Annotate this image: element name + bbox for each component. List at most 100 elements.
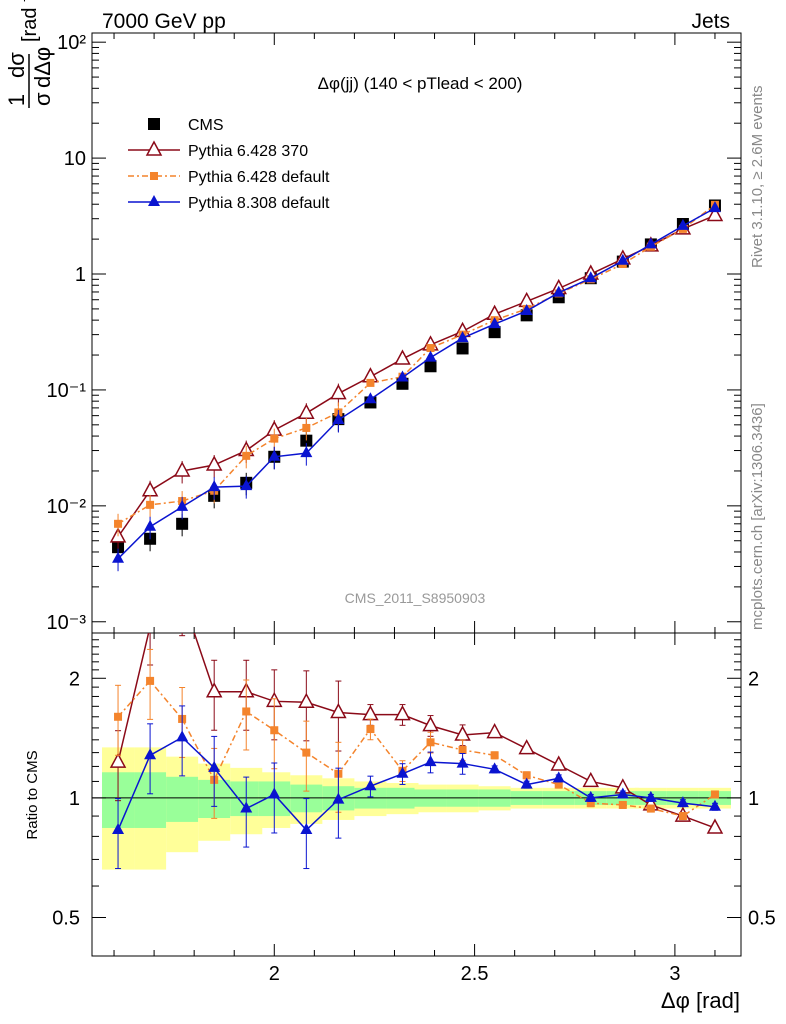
ratio-point (458, 745, 467, 754)
series-line-2 (117, 204, 716, 525)
ratio-line-1 (117, 679, 716, 817)
x-tick-label: 2 (269, 963, 280, 985)
y-tick-label: 10² (57, 32, 86, 54)
data-point (173, 461, 191, 477)
legend-label-pythia8: Pythia 8.308 default (188, 195, 330, 212)
series-0 (112, 199, 721, 560)
header-left: 7000 GeV pp (102, 10, 226, 33)
data-point (706, 205, 724, 222)
data-point (396, 370, 409, 382)
ratio-y-axis-label: Ratio to CMS (24, 750, 41, 839)
data-point (112, 551, 125, 563)
ratio-point (552, 771, 565, 783)
data-point (176, 517, 189, 530)
ratio-line-2 (117, 736, 716, 832)
ratio-point (109, 752, 127, 768)
data-point (205, 455, 223, 471)
main-title: Δφ(jj) (140 < pTlead < 200) (318, 74, 523, 93)
ratio-point (618, 800, 627, 809)
ratio-point (422, 716, 439, 732)
ratio-point (646, 804, 655, 813)
data-point (488, 326, 501, 339)
data-point (302, 423, 311, 432)
x-axis-label: Δφ [rad] (661, 988, 740, 1013)
ratio-point (708, 799, 721, 811)
ratio-point (706, 818, 724, 834)
ratio-point (586, 799, 595, 808)
rivet-side-text: Rivet 3.1.10, ≥ 2.6M events (749, 86, 766, 269)
ratio-series-2 (112, 705, 721, 870)
ratio-point (208, 760, 221, 772)
ratio-point (426, 738, 435, 747)
series-2 (114, 200, 719, 537)
ratio-point (522, 771, 531, 780)
y-tick-label-right: 2 (748, 668, 759, 690)
data-point (708, 201, 721, 213)
ratio-point (366, 725, 375, 734)
ratio-point (710, 790, 719, 799)
data-point (146, 500, 155, 509)
data-point (144, 519, 157, 531)
ratio-point (330, 702, 347, 719)
data-point (488, 317, 501, 329)
data-point (552, 285, 565, 297)
ratio-point (582, 771, 600, 788)
y-tick-label-right: 1 (748, 788, 759, 810)
data-point (270, 434, 279, 443)
ratio-point (676, 796, 689, 808)
ratio-point (364, 779, 377, 791)
y-tick-label: 10 (64, 148, 86, 170)
data-point (584, 271, 597, 283)
legend-marker-pythia6-default (150, 172, 158, 180)
legend-marker-cms (148, 118, 160, 130)
ratio-point (554, 780, 563, 789)
ratio-point (424, 755, 437, 767)
data-point (424, 360, 437, 373)
y-tick-label: 0.5 (52, 907, 80, 929)
legend-label-cms: CMS (188, 117, 224, 134)
data-point (268, 449, 281, 461)
data-point (366, 378, 375, 387)
ratio-point (176, 730, 189, 742)
y-tick-label: 1 (69, 788, 80, 810)
ratio-point (302, 748, 311, 757)
svg-text:σ: σ (30, 92, 55, 106)
y-tick-label: 10⁻¹ (47, 380, 87, 402)
main-panel: 10⁻³ 10⁻² 10⁻¹ 1 10 10² (47, 32, 742, 634)
x-tick-label: 2.5 (461, 963, 489, 985)
data-point (208, 480, 221, 492)
y-tick-label: 1 (75, 264, 86, 286)
main-y-axis-label: 1 dσ σ dΔφ [rad -1 ] (4, 0, 55, 108)
ratio-point (396, 766, 409, 778)
data-point (300, 446, 313, 458)
ratio-point (678, 812, 687, 821)
svg-text:1: 1 (4, 94, 29, 106)
ratio-point (584, 790, 597, 802)
ratio-point (332, 792, 345, 804)
ratio-point (300, 823, 313, 835)
ratio-point (114, 712, 123, 721)
data-point (300, 434, 313, 447)
svg-text:[rad: [rad (19, 8, 41, 42)
ratio-point (298, 692, 315, 709)
svg-text:dσ: dσ (4, 52, 29, 78)
svg-text:dΔφ: dΔφ (30, 47, 55, 88)
uncertainty-band-green (166, 776, 199, 822)
data-point (364, 392, 377, 404)
ratio-point (518, 739, 535, 755)
data-point (644, 237, 657, 249)
ratio-point (520, 777, 533, 789)
legend: CMS Pythia 6.428 370 Pythia 6.428 defaul… (128, 117, 330, 212)
data-point (332, 413, 345, 425)
data-point (676, 218, 689, 230)
mcplots-side-text: mcplots.cern.ch [arXiv:1306.3436] (749, 403, 766, 630)
ratio-point (550, 755, 567, 771)
data-point (520, 303, 533, 315)
header-right: Jets (691, 10, 730, 33)
data-point (330, 384, 347, 400)
ratio-point (490, 751, 499, 760)
data-point (141, 481, 159, 497)
ratio-line-0 (117, 633, 716, 829)
data-point (242, 451, 251, 460)
